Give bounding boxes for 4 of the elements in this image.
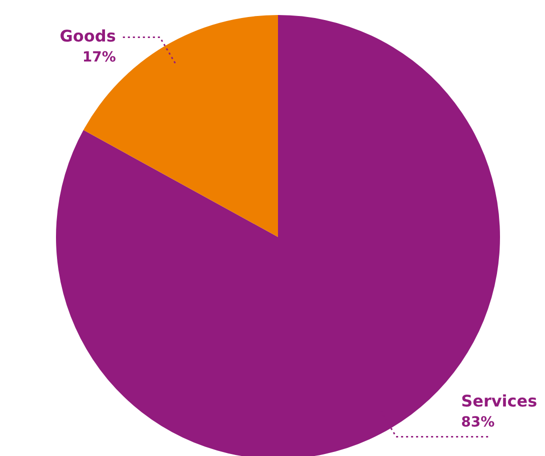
slice-label: Services xyxy=(461,392,538,411)
data-label: 17% xyxy=(82,49,116,66)
slice-label: Goods xyxy=(60,26,116,46)
data-label: 83% xyxy=(461,414,495,431)
